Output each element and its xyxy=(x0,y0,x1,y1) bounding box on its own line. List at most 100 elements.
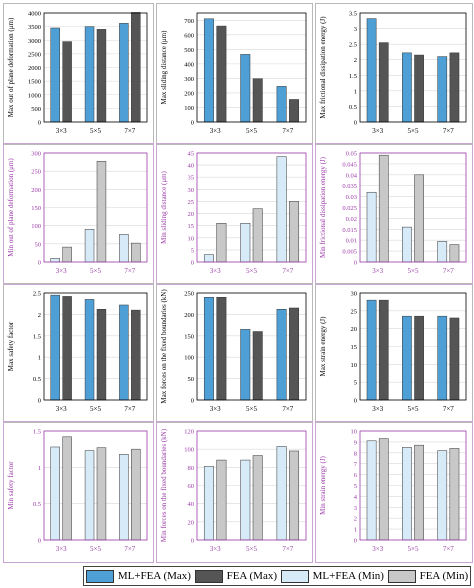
bar-fea xyxy=(62,436,72,541)
x-tick-label: 5×5 xyxy=(408,267,419,275)
y-tick-label: 0 xyxy=(354,260,357,267)
chart-svg: 0 5 10 15 20 25 30 35 40 45 3×3 5×5 7×7 Min sliding d… xyxy=(160,151,307,275)
y-tick-label: 0 xyxy=(191,120,194,127)
bar-ml-fea xyxy=(402,447,412,541)
y-axis-label: Max out of plane deformation (μm) xyxy=(7,17,15,117)
bar-ml-fea xyxy=(437,56,448,123)
bar-ml-fea xyxy=(50,27,60,123)
y-tick-label: 25 xyxy=(351,308,358,315)
y-tick-label: 40 xyxy=(188,501,195,508)
bar-fea xyxy=(96,447,107,541)
y-tick-label: 10 xyxy=(351,429,358,436)
x-tick-label: 5×5 xyxy=(246,127,257,135)
y-tick-label: 100 xyxy=(184,355,194,362)
y-tick-label: 120 xyxy=(184,429,194,436)
legend-item-fea-max: FEA (Max) xyxy=(194,569,277,583)
bar-ml-fea xyxy=(240,459,251,541)
y-axis-label: Max forces on the fixed boundaries (kN) xyxy=(160,289,168,404)
bar-ml-fea xyxy=(203,466,214,541)
y-tick-label: 25 xyxy=(188,199,195,206)
y-tick-label: 0.03 xyxy=(346,194,357,201)
bar-ml-fea xyxy=(402,315,412,401)
legend-item-ml-fea-max: ML+FEA (Max) xyxy=(85,569,191,583)
bar-ml-fea xyxy=(402,52,412,123)
y-tick-label: 3.5 xyxy=(349,11,357,18)
bar-fea xyxy=(62,296,72,401)
x-tick-label: 3×3 xyxy=(210,545,221,553)
bar-fea xyxy=(96,29,107,123)
bar-fea xyxy=(252,331,263,401)
chart-svg: 0 5 10 15 20 25 30 3×3 5×5 7×7 Max strain energy (… xyxy=(319,291,467,413)
bar-fea xyxy=(378,438,389,541)
x-tick-label: 7×7 xyxy=(443,127,454,135)
x-tick-label: 5×5 xyxy=(246,267,257,275)
plot-area xyxy=(43,152,148,263)
x-tick-label: 5×5 xyxy=(246,405,257,413)
bar-fea xyxy=(96,309,107,401)
bar-fea xyxy=(414,315,424,401)
y-tick-label: 0 xyxy=(354,120,357,127)
bar-ml-fea xyxy=(84,26,95,123)
y-axis-label: Min sliding distance (μm) xyxy=(160,170,168,243)
y-tick-label: 700 xyxy=(184,18,194,25)
y-tick-label: 2 xyxy=(354,516,357,523)
bar-fea xyxy=(131,309,141,401)
y-tick-label: 10 xyxy=(351,362,358,369)
bar-fea xyxy=(216,459,227,541)
y-tick-label: 500 xyxy=(31,106,41,113)
x-tick-label: 7×7 xyxy=(443,267,454,275)
chart-min-strain-energy: 0 1 2 3 4 5 6 7 8 9 10 3×3 5×5 7×7 Min strain energy (… xyxy=(315,421,473,563)
y-tick-label: 100 xyxy=(31,223,41,230)
x-tick-label: 3×3 xyxy=(210,127,221,135)
y-tick-label: 20 xyxy=(188,211,195,218)
chart-svg: 0 0.5 1 1.5 2 2.5 3 3.5 3×3 5×5 7×7 Max frictional … xyxy=(319,11,467,135)
bar-fea xyxy=(378,42,389,123)
y-tick-label: 200 xyxy=(184,312,194,319)
bar-fea xyxy=(131,448,141,541)
y-tick-label: 40 xyxy=(188,163,195,170)
plot-area xyxy=(359,292,467,401)
y-tick-label: 100 xyxy=(184,105,194,112)
y-tick-label: 2.5 xyxy=(349,42,357,49)
chart-svg: 0 1 2 3 4 5 6 7 8 9 10 3×3 5×5 7×7 Min strain energy (… xyxy=(319,429,467,553)
plot-area xyxy=(359,152,467,263)
y-tick-label: 0 xyxy=(354,538,357,545)
x-tick-label: 3×3 xyxy=(372,405,383,413)
bar-ml-fea xyxy=(50,446,60,541)
x-tick-label: 5×5 xyxy=(90,405,101,413)
plot-area xyxy=(43,430,148,541)
bar-ml-fea xyxy=(402,226,412,263)
bar-ml-fea xyxy=(366,299,377,401)
y-axis-label: Min frictional dissipation energy (J) xyxy=(319,156,327,258)
bar-fea xyxy=(414,174,424,263)
bar-ml-fea xyxy=(276,309,287,401)
x-tick-label: 7×7 xyxy=(282,545,293,553)
chart-svg: 0 100 200 300 400 500 600 700 3×3 5×5 7×7 Max slidi… xyxy=(160,12,307,135)
y-tick-label: 3500 xyxy=(28,24,41,31)
y-tick-label: 0.04 xyxy=(346,172,358,179)
x-tick-label: 7×7 xyxy=(124,127,135,135)
y-tick-label: 2500 xyxy=(28,51,41,58)
chart-max-forces-fixed-boundaries: 0 50 100 150 200 250 3×3 5×5 7×7 Max forces on th… xyxy=(156,283,313,423)
bar-ml-fea xyxy=(366,440,377,541)
chart-min-out-of-plane-deformation: 0 50 100 150 200 250 300 3×3 5×5 7×7 Min out of pl… xyxy=(3,143,154,285)
x-tick-label: 3×3 xyxy=(372,267,383,275)
bar-ml-fea xyxy=(276,86,287,123)
bar-ml-fea xyxy=(119,23,129,123)
y-axis-label: Min out of plane deformation (μm) xyxy=(7,158,15,257)
bar-ml-fea xyxy=(203,18,214,123)
bar-ml-fea xyxy=(437,241,448,263)
y-tick-label: 0 xyxy=(38,398,41,405)
y-tick-label: 10 xyxy=(188,235,195,242)
bar-ml-fea xyxy=(203,297,214,401)
x-tick-label: 5×5 xyxy=(408,127,419,135)
x-tick-label: 5×5 xyxy=(408,545,419,553)
chart-svg: 0 500 1000 1500 2000 2500 3000 3500 4000 3×3 5×5 7×… xyxy=(7,11,148,135)
y-tick-label: 2 xyxy=(38,312,41,319)
bar-ml-fea xyxy=(276,156,287,263)
legend-label: FEA (Min) xyxy=(419,570,469,582)
y-tick-label: 0.05 xyxy=(346,151,357,158)
chart-svg: 0 0.5 1 1.5 2 2.5 3×3 5×5 7×7 Max safety factor xyxy=(7,291,148,413)
chart-svg: 0 50 100 150 200 250 300 3×3 5×5 7×7 Min out of pl… xyxy=(7,151,148,275)
